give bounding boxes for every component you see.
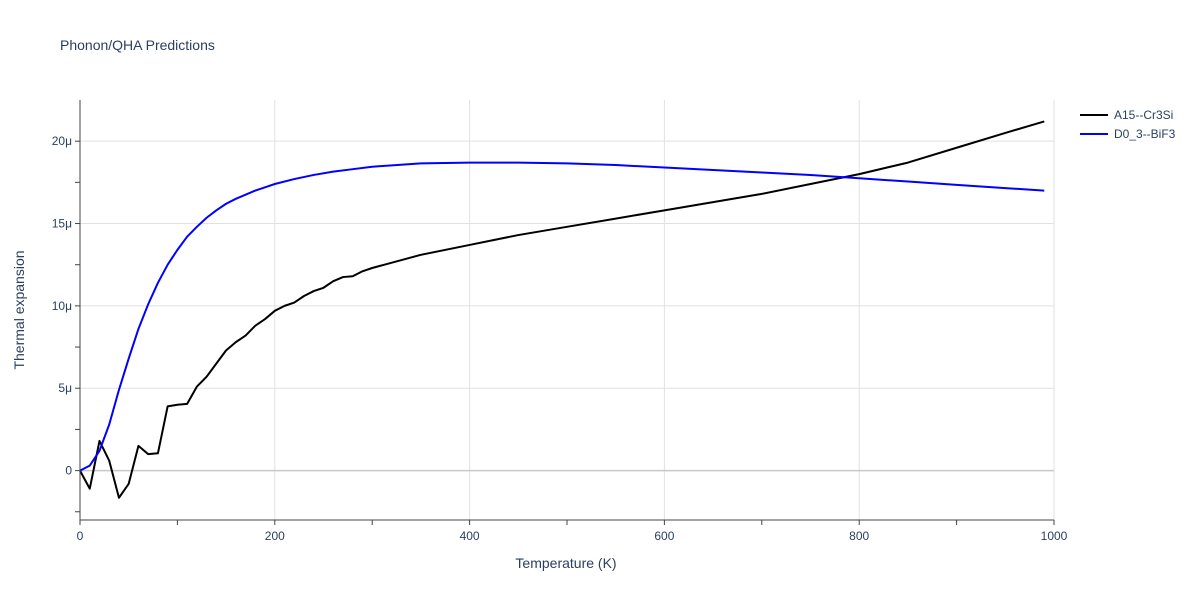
y-tick-label: 0 — [65, 464, 72, 478]
legend-label: D0_3--BiF3 — [1114, 127, 1176, 141]
x-tick-label: 400 — [460, 529, 480, 543]
y-tick-label: 20μ — [52, 134, 72, 148]
x-tick-label: 0 — [77, 529, 84, 543]
y-tick-label: 10μ — [52, 299, 72, 313]
series-line-0[interactable] — [79, 120, 1045, 499]
chart-title: Phonon/QHA Predictions — [60, 37, 215, 53]
legend-label: A15--Cr3Si — [1114, 108, 1173, 122]
x-axis-ticks: 0 200 400 600 800 1000 — [77, 520, 1068, 543]
x-tick-label: 800 — [849, 529, 869, 543]
plot-series — [79, 120, 1045, 499]
legend-item-1[interactable]: D0_3--BiF3 — [1080, 127, 1176, 141]
x-axis-title: Temperature (K) — [515, 555, 616, 571]
x-tick-label: 1000 — [1041, 529, 1068, 543]
y-axis-ticks: 0 5μ 10μ 15μ 20μ — [52, 134, 80, 513]
y-tick-label: 5μ — [58, 381, 72, 395]
legend-item-0[interactable]: A15--Cr3Si — [1080, 108, 1173, 122]
legend[interactable]: A15--Cr3Si D0_3--BiF3 — [1080, 108, 1176, 141]
grid-lines — [80, 100, 1055, 520]
x-tick-label: 200 — [265, 529, 285, 543]
y-tick-label: 15μ — [52, 217, 72, 231]
x-tick-label: 600 — [654, 529, 674, 543]
series-line-1[interactable] — [79, 161, 1045, 472]
y-axis-title: Thermal expansion — [11, 250, 27, 369]
